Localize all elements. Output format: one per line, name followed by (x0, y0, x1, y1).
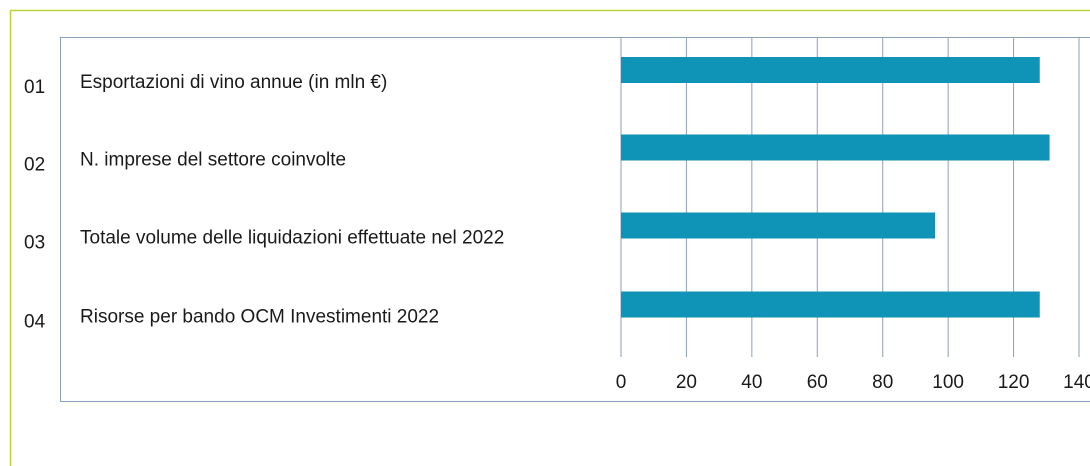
row-number: 02 (24, 155, 45, 176)
bar (621, 212, 936, 239)
x-tick-label: 20 (676, 372, 697, 393)
plot-box (60, 37, 1090, 402)
bar (621, 134, 1050, 161)
x-tick-label: 140 (1063, 372, 1090, 393)
category-label: Esportazioni di vino annue (in mln €) (80, 72, 387, 93)
row-number: 01 (24, 77, 45, 98)
category-label: Totale volume delle liquidazioni effettu… (80, 228, 504, 249)
row-number: 03 (24, 233, 45, 254)
bar (621, 291, 1040, 318)
category-label: N. imprese del settore coinvolte (80, 150, 346, 171)
x-tick-label: 80 (872, 372, 893, 393)
x-tick-label: 0 (616, 372, 627, 393)
x-tick-label: 40 (741, 372, 762, 393)
x-tick-label: 100 (932, 372, 964, 393)
category-label: Risorse per bando OCM Investimenti 2022 (80, 307, 439, 328)
x-tick-label: 60 (807, 372, 828, 393)
row-number: 04 (24, 312, 46, 333)
bar (621, 57, 1040, 83)
x-tick-label: 120 (998, 372, 1030, 393)
